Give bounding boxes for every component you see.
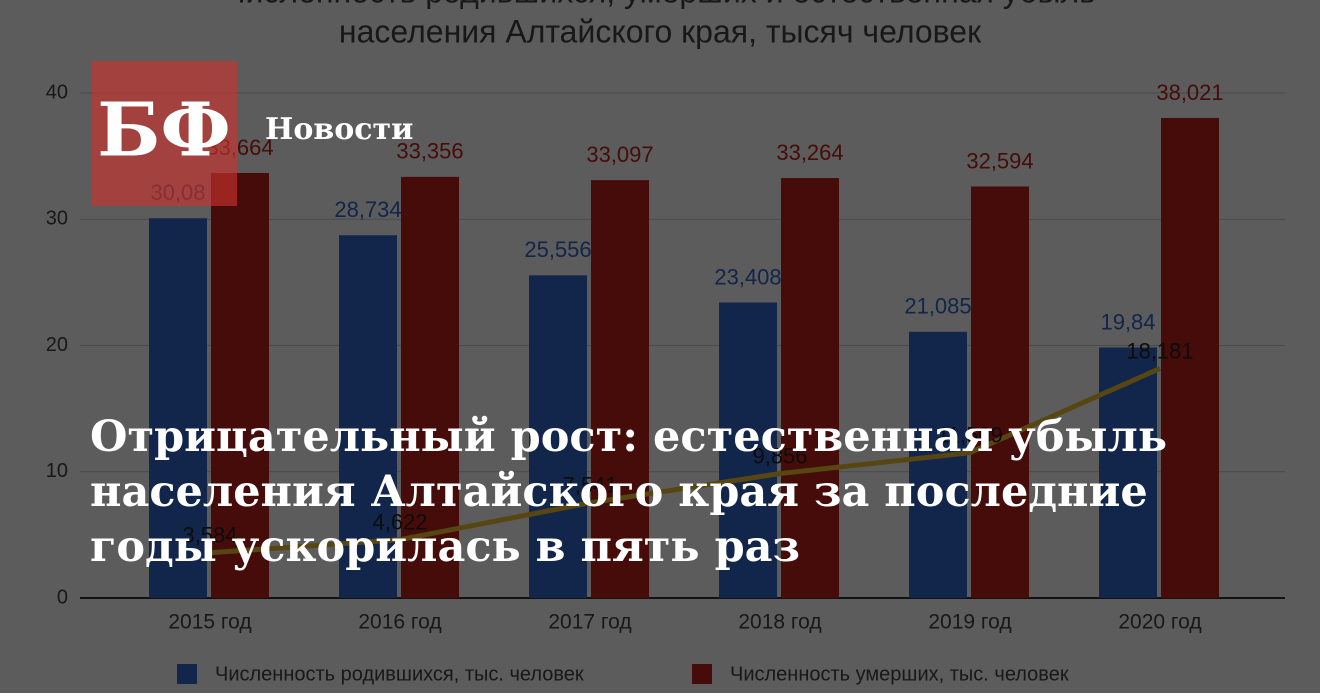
headline-line: годы ускорилась в пять раз bbox=[90, 522, 800, 572]
section: Новости bbox=[265, 112, 413, 147]
logo-box bbox=[92, 61, 237, 206]
headline-line: Отрицательный рост: естественная убыль bbox=[90, 412, 1167, 462]
headline: Отрицательный рост: естественная убыльна… bbox=[90, 412, 1167, 572]
logo: БФ bbox=[97, 88, 230, 174]
headline-line: населения Алтайского края за последние bbox=[90, 467, 1148, 517]
